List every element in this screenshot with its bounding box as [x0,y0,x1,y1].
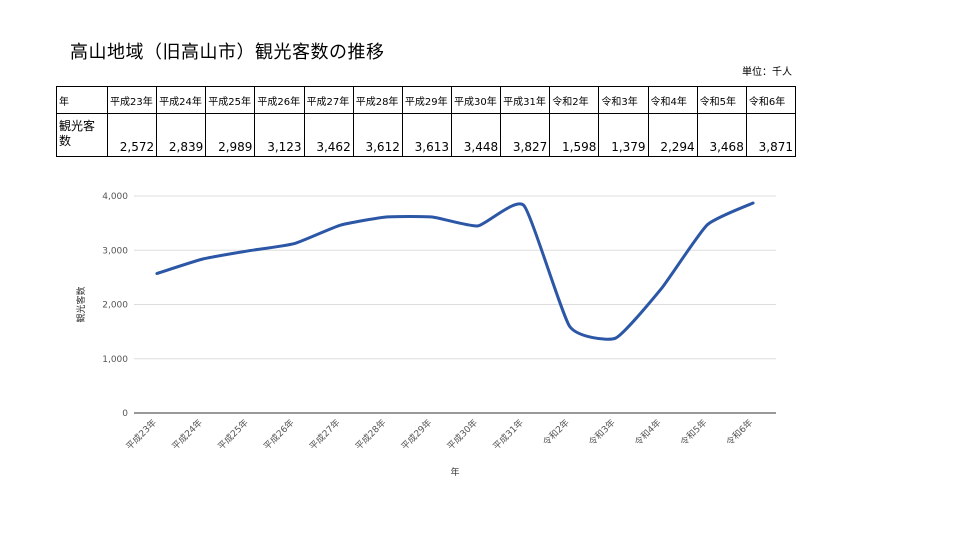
value-cell: 3,871 [745,113,797,157]
value-cell: 2,294 [647,113,698,157]
y-tick-label: 0 [122,409,128,419]
y-axis-title: 観光客数 [75,286,87,322]
series-line [155,201,755,341]
value-cell: 2,572 [106,113,158,157]
x-tick-label: 平成30年 [444,417,480,453]
table-header-label: 年 [56,86,108,114]
value-cell: 3,468 [696,113,747,157]
x-tick-label: 平成24年 [169,417,205,453]
x-tick-label: 平成29年 [399,417,435,453]
y-tick-label: 2,000 [102,301,128,311]
x-axis-title: 年 [450,466,459,478]
value-cell: 2,839 [156,113,207,157]
unit-label: 単位：千人 [742,67,792,78]
x-tick-label: 平成31年 [490,417,526,453]
value-cell: 2,989 [205,113,256,157]
y-tick-label: 4,000 [102,192,128,202]
value-cell: 3,613 [401,113,452,157]
value-cell: 1,379 [598,113,649,157]
year-cell: 令和5年 [696,86,747,114]
x-tick-label: 平成26年 [261,417,297,453]
data-table: 年 平成23年 平成24年 平成25年 平成26年 平成27年 平成28年 平成… [56,86,797,157]
year-cell: 令和3年 [598,86,649,114]
x-tick-label: 令和5年 [678,417,710,449]
x-tick-label: 平成27年 [307,417,343,453]
x-tick-label: 令和2年 [540,417,572,449]
value-cell: 3,827 [500,113,551,157]
year-cell: 平成23年 [106,86,158,114]
x-tick-label: 令和6年 [724,417,756,449]
x-tick-label: 平成25年 [215,417,251,453]
table-header-row: 年 平成23年 平成24年 平成25年 平成26年 平成27年 平成28年 平成… [56,86,797,114]
year-cell: 令和4年 [647,86,698,114]
table-value-row: 観光客数 2,572 2,839 2,989 3,123 3,462 3,612… [56,113,797,157]
value-cell: 3,612 [352,113,403,157]
y-tick-label: 3,000 [102,246,128,256]
x-tick-label: 平成23年 [123,417,159,453]
value-cell: 3,462 [303,113,354,157]
x-tick-label: 令和3年 [586,417,618,449]
page-title: 高山地域（旧高山市）観光客数の推移 [70,42,385,63]
year-cell: 平成29年 [401,86,452,114]
y-tick-label: 1,000 [102,355,128,365]
x-tick-label: 令和4年 [632,417,664,449]
x-tick-label: 平成28年 [353,417,389,453]
value-cell: 1,598 [549,113,600,157]
value-cell: 3,448 [450,113,502,157]
year-cell: 平成24年 [156,86,207,114]
